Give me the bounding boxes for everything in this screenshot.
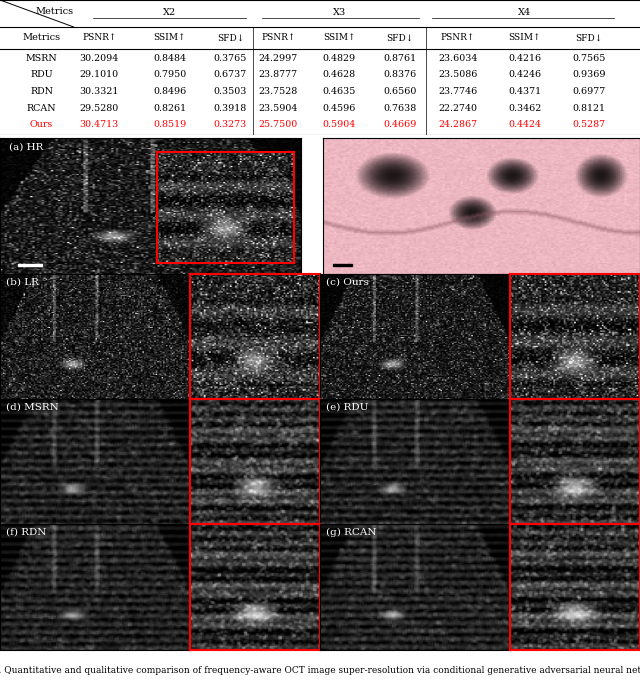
Text: 0.4424: 0.4424: [508, 120, 541, 129]
Text: 0.7638: 0.7638: [383, 104, 417, 113]
Text: 24.2867: 24.2867: [438, 120, 477, 129]
Text: SSIM↑: SSIM↑: [323, 33, 355, 43]
Text: PSNR↑: PSNR↑: [261, 33, 296, 43]
Text: Metrics: Metrics: [22, 33, 61, 43]
Text: 0.4628: 0.4628: [323, 70, 356, 79]
Text: 0.8261: 0.8261: [153, 104, 186, 113]
Text: 0.4669: 0.4669: [383, 120, 417, 129]
Text: 25.7500: 25.7500: [259, 120, 298, 129]
Text: 0.6977: 0.6977: [572, 87, 605, 96]
Text: MSRN: MSRN: [26, 54, 58, 63]
Text: (d) MSRN: (d) MSRN: [6, 403, 58, 412]
Text: 0.7565: 0.7565: [572, 54, 605, 63]
Bar: [333, 264, 352, 265]
Text: SSIM↑: SSIM↑: [509, 33, 541, 43]
Text: Fig. 4. Quantitative and qualitative comparison of frequency-aware OCT image sup: Fig. 4. Quantitative and qualitative com…: [0, 665, 640, 674]
Text: 0.3503: 0.3503: [214, 87, 247, 96]
Text: 0.8484: 0.8484: [153, 54, 186, 63]
Text: 0.9369: 0.9369: [572, 70, 605, 79]
Text: X4: X4: [518, 8, 531, 17]
Text: 0.3462: 0.3462: [508, 104, 541, 113]
Text: (c) Ours: (c) Ours: [326, 278, 369, 287]
Text: RDN: RDN: [30, 87, 53, 96]
Text: 30.4713: 30.4713: [79, 120, 119, 129]
Text: (g) RCAN: (g) RCAN: [326, 528, 376, 537]
Text: 0.5287: 0.5287: [572, 120, 605, 129]
Text: 0.8761: 0.8761: [383, 54, 417, 63]
Text: Metrics: Metrics: [35, 7, 74, 16]
Text: PSNR↑: PSNR↑: [82, 33, 116, 43]
Text: 0.5904: 0.5904: [323, 120, 356, 129]
Text: 0.4216: 0.4216: [508, 54, 541, 63]
Text: X3: X3: [333, 8, 346, 17]
Text: 23.6034: 23.6034: [438, 54, 477, 63]
Text: (b) LR: (b) LR: [6, 278, 38, 287]
Text: (f) RDN: (f) RDN: [6, 528, 46, 537]
Text: 0.4596: 0.4596: [323, 104, 356, 113]
Text: 29.1010: 29.1010: [79, 70, 119, 79]
Text: 0.4246: 0.4246: [508, 70, 541, 79]
Text: 23.5086: 23.5086: [438, 70, 477, 79]
Text: (e) RDU: (e) RDU: [326, 403, 368, 412]
Text: PSNR↑: PSNR↑: [440, 33, 475, 43]
Text: 0.7950: 0.7950: [153, 70, 186, 79]
Text: SFD↓: SFD↓: [387, 33, 413, 43]
Text: 30.3321: 30.3321: [79, 87, 119, 96]
Text: 0.8121: 0.8121: [572, 104, 605, 113]
Text: SFD↓: SFD↓: [575, 33, 602, 43]
Text: X2: X2: [163, 8, 176, 17]
Text: 23.8777: 23.8777: [259, 70, 298, 79]
Text: 0.8519: 0.8519: [153, 120, 186, 129]
Text: 0.3765: 0.3765: [214, 54, 247, 63]
Text: 0.6560: 0.6560: [383, 87, 417, 96]
Text: 30.2094: 30.2094: [79, 54, 119, 63]
Text: 23.7528: 23.7528: [259, 87, 298, 96]
Text: 0.8376: 0.8376: [383, 70, 417, 79]
Text: 0.3918: 0.3918: [214, 104, 247, 113]
Bar: [18, 263, 42, 265]
Text: 23.5904: 23.5904: [259, 104, 298, 113]
Text: 0.8496: 0.8496: [153, 87, 186, 96]
Text: 0.4371: 0.4371: [508, 87, 541, 96]
Text: (a) HR: (a) HR: [9, 142, 44, 151]
Text: 0.4829: 0.4829: [323, 54, 356, 63]
Text: 22.2740: 22.2740: [438, 104, 477, 113]
Text: Ours: Ours: [30, 120, 53, 129]
Text: 29.5280: 29.5280: [79, 104, 119, 113]
Text: 24.2997: 24.2997: [259, 54, 298, 63]
Text: 0.3273: 0.3273: [214, 120, 247, 129]
Text: RCAN: RCAN: [27, 104, 56, 113]
Text: 0.4635: 0.4635: [323, 87, 356, 96]
Text: RDU: RDU: [30, 70, 53, 79]
Text: SSIM↑: SSIM↑: [154, 33, 186, 43]
Text: SFD↓: SFD↓: [217, 33, 244, 43]
Text: 0.6737: 0.6737: [214, 70, 247, 79]
Text: 23.7746: 23.7746: [438, 87, 477, 96]
